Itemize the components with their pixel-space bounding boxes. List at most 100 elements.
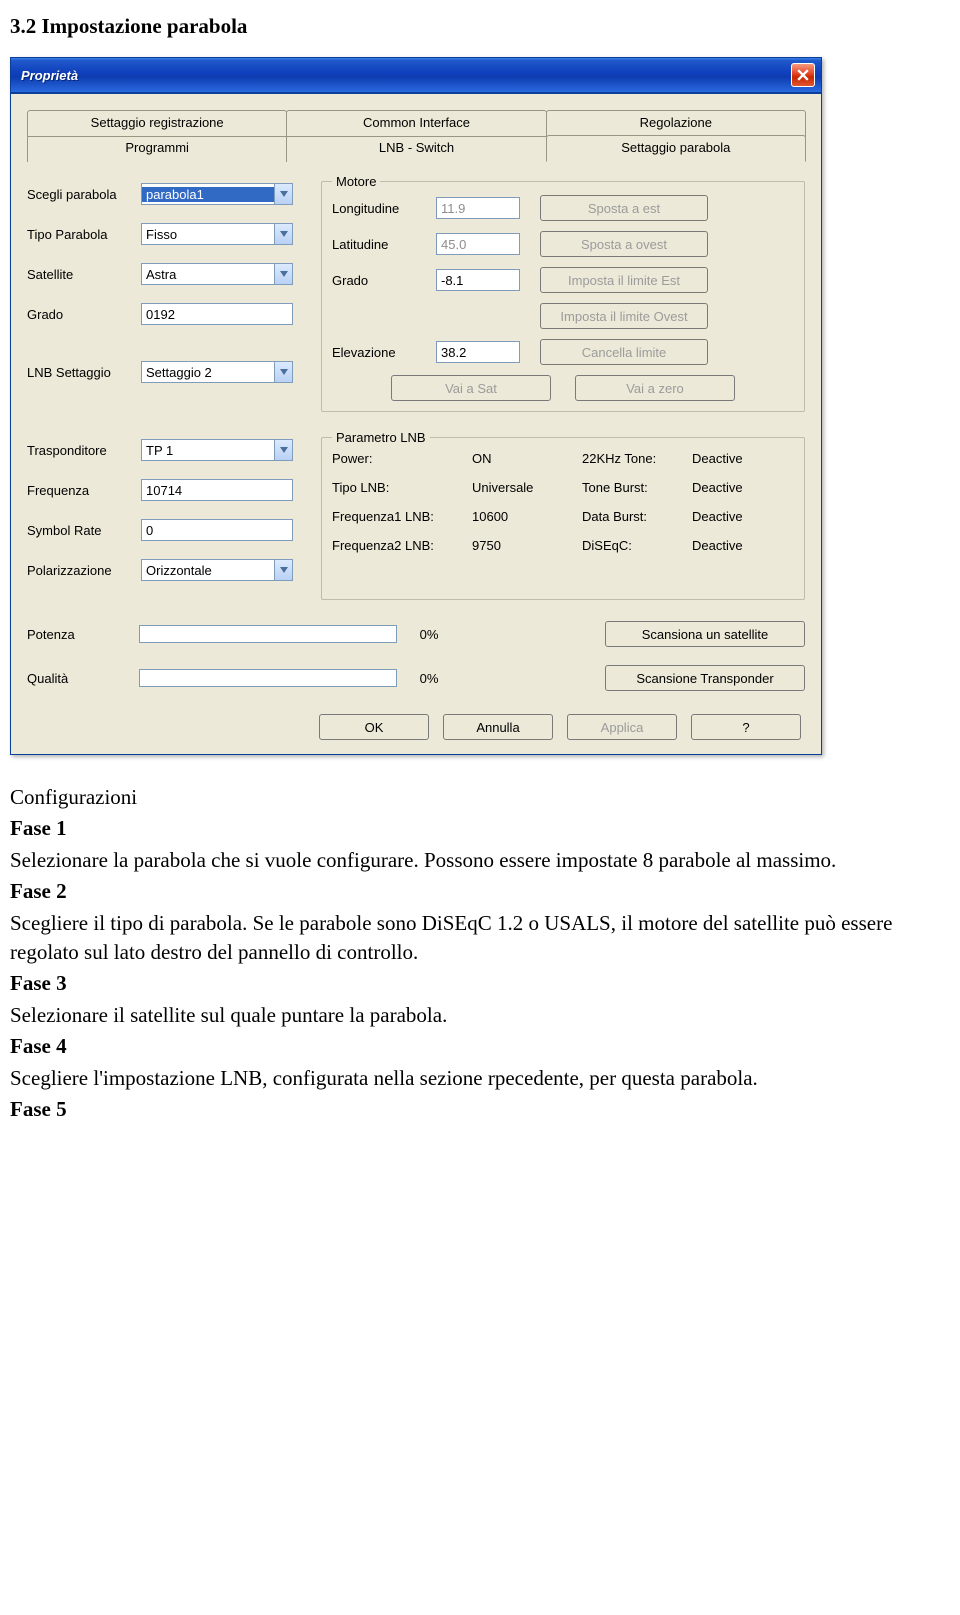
label-lnb-settaggio: LNB Settaggio — [27, 365, 141, 380]
lnb-22khz-value: Deactive — [692, 451, 772, 466]
chevron-down-icon[interactable] — [274, 264, 292, 284]
chevron-down-icon[interactable] — [274, 184, 292, 204]
label-potenza: Potenza — [27, 627, 131, 642]
lnb-tipo-label: Tipo LNB: — [332, 480, 472, 495]
lnb-freq1-label: Frequenza1 LNB: — [332, 509, 472, 524]
lnb-param-group: Parametro LNB Power: ON 22KHz Tone: Deac… — [321, 430, 805, 600]
elevazione-input[interactable] — [436, 341, 520, 363]
tab-common-interface[interactable]: Common Interface — [286, 110, 546, 137]
qualita-percent: 0% — [405, 671, 453, 686]
polarizzazione-combo[interactable]: Orizzontale — [141, 559, 293, 581]
potenza-progress — [139, 625, 397, 643]
lnb-toneburst-value: Deactive — [692, 480, 772, 495]
power-row: Potenza 0% Scansiona un satellite — [27, 612, 805, 656]
label-scegli-parabola: Scegli parabola — [27, 187, 141, 202]
satellite-combo[interactable]: Astra — [141, 263, 293, 285]
motor-group: Motore Longitudine Sposta a est Latitudi… — [321, 174, 805, 412]
lnb-freq2-label: Frequenza2 LNB: — [332, 538, 472, 553]
phase3-label: Fase 3 — [10, 971, 67, 995]
goto-sat-button: Vai a Sat — [391, 375, 551, 401]
config-heading: Configurazioni — [10, 783, 950, 812]
lnb-settaggio-combo[interactable]: Settaggio 2 — [141, 361, 293, 383]
motor-grado-input[interactable] — [436, 269, 520, 291]
lnb-freq2-value: 9750 — [472, 538, 582, 553]
left-column: Scegli parabola parabola1 Tipo Parabola … — [27, 174, 307, 392]
tab-programmi[interactable]: Programmi — [27, 135, 287, 162]
chevron-down-icon[interactable] — [274, 560, 292, 580]
label-transponder: Trasponditore — [27, 443, 141, 458]
lnb-diseqc-label: DiSEqC: — [582, 538, 692, 553]
scegli-parabola-combo[interactable]: parabola1 — [141, 183, 293, 205]
set-limit-east-button: Imposta il limite Est — [540, 267, 708, 293]
label-symbol-rate: Symbol Rate — [27, 523, 141, 538]
label-tipo-parabola: Tipo Parabola — [27, 227, 141, 242]
clear-limit-button: Cancella limite — [540, 339, 708, 365]
cancel-button[interactable]: Annulla — [443, 714, 553, 740]
tipo-parabola-combo[interactable]: Fisso — [141, 223, 293, 245]
tabstrip: Settaggio registrazione Common Interface… — [27, 108, 805, 162]
phase2-label: Fase 2 — [10, 879, 67, 903]
tab-regolazione[interactable]: Regolazione — [546, 110, 806, 137]
phase5-label: Fase 5 — [10, 1097, 67, 1121]
lnb-toneburst-label: Tone Burst: — [582, 480, 692, 495]
label-polarizzazione: Polarizzazione — [27, 563, 141, 578]
phase3-text: Selezionare il satellite sul quale punta… — [10, 1001, 950, 1030]
set-limit-west-button: Imposta il limite Ovest — [540, 303, 708, 329]
lnb-tipo-value: Universale — [472, 480, 582, 495]
label-elevazione: Elevazione — [332, 345, 424, 360]
close-button[interactable] — [791, 63, 815, 87]
lnb-power-value: ON — [472, 451, 582, 466]
chevron-down-icon[interactable] — [274, 440, 292, 460]
label-grado: Grado — [27, 307, 141, 322]
satellite-value: Astra — [142, 267, 274, 282]
scan-transponder-button[interactable]: Scansione Transponder — [605, 665, 805, 691]
window-title: Proprietà — [21, 68, 791, 83]
lnb-22khz-label: 22KHz Tone: — [582, 451, 692, 466]
lnb-power-label: Power: — [332, 451, 472, 466]
symbol-rate-input[interactable] — [141, 519, 293, 541]
latitudine-input — [436, 233, 520, 255]
label-motor-grado: Grado — [332, 273, 424, 288]
label-satellite: Satellite — [27, 267, 141, 282]
chevron-down-icon[interactable] — [274, 224, 292, 244]
goto-zero-button: Vai a zero — [575, 375, 735, 401]
phase2-text: Scegliere il tipo di parabola. Se le par… — [10, 909, 950, 968]
phase4-label: Fase 4 — [10, 1034, 67, 1058]
dialog-button-row: OK Annulla Applica ? — [27, 714, 801, 740]
lnb-databurst-value: Deactive — [692, 509, 772, 524]
lnb-param-legend: Parametro LNB — [332, 430, 430, 445]
move-west-button: Sposta a ovest — [540, 231, 708, 257]
phase4-text: Scegliere l'impostazione LNB, configurat… — [10, 1064, 950, 1093]
phase1-label: Fase 1 — [10, 816, 67, 840]
tab-lnb-switch[interactable]: LNB - Switch — [286, 135, 546, 162]
lnb-databurst-label: Data Burst: — [582, 509, 692, 524]
help-button[interactable]: ? — [691, 714, 801, 740]
frequenza-input[interactable] — [141, 479, 293, 501]
window-body: Settaggio registrazione Common Interface… — [11, 92, 821, 754]
scegli-parabola-value: parabola1 — [142, 187, 274, 202]
tipo-parabola-value: Fisso — [142, 227, 274, 242]
document-text: Configurazioni Fase 1 Selezionare la par… — [10, 783, 950, 1124]
label-frequenza: Frequenza — [27, 483, 141, 498]
quality-row: Qualità 0% Scansione Transponder — [27, 656, 805, 700]
apply-button: Applica — [567, 714, 677, 740]
transponder-combo[interactable]: TP 1 — [141, 439, 293, 461]
ok-button[interactable]: OK — [319, 714, 429, 740]
polarizzazione-value: Orizzontale — [142, 563, 274, 578]
chevron-down-icon[interactable] — [274, 362, 292, 382]
transponder-value: TP 1 — [142, 443, 274, 458]
section-heading: 3.2 Impostazione parabola — [10, 14, 950, 39]
lnb-freq1-value: 10600 — [472, 509, 582, 524]
close-icon — [797, 69, 809, 81]
tab-settaggio-parabola[interactable]: Settaggio parabola — [546, 135, 806, 162]
grado-input[interactable] — [141, 303, 293, 325]
label-latitudine: Latitudine — [332, 237, 424, 252]
move-east-button: Sposta a est — [540, 195, 708, 221]
lnb-diseqc-value: Deactive — [692, 538, 772, 553]
tab-recording[interactable]: Settaggio registrazione — [27, 110, 287, 137]
lnb-settaggio-value: Settaggio 2 — [142, 365, 274, 380]
properties-window: Proprietà Settaggio registrazione Common… — [10, 57, 822, 755]
motor-legend: Motore — [332, 174, 380, 189]
scan-satellite-button[interactable]: Scansiona un satellite — [605, 621, 805, 647]
titlebar: Proprietà — [11, 58, 821, 92]
